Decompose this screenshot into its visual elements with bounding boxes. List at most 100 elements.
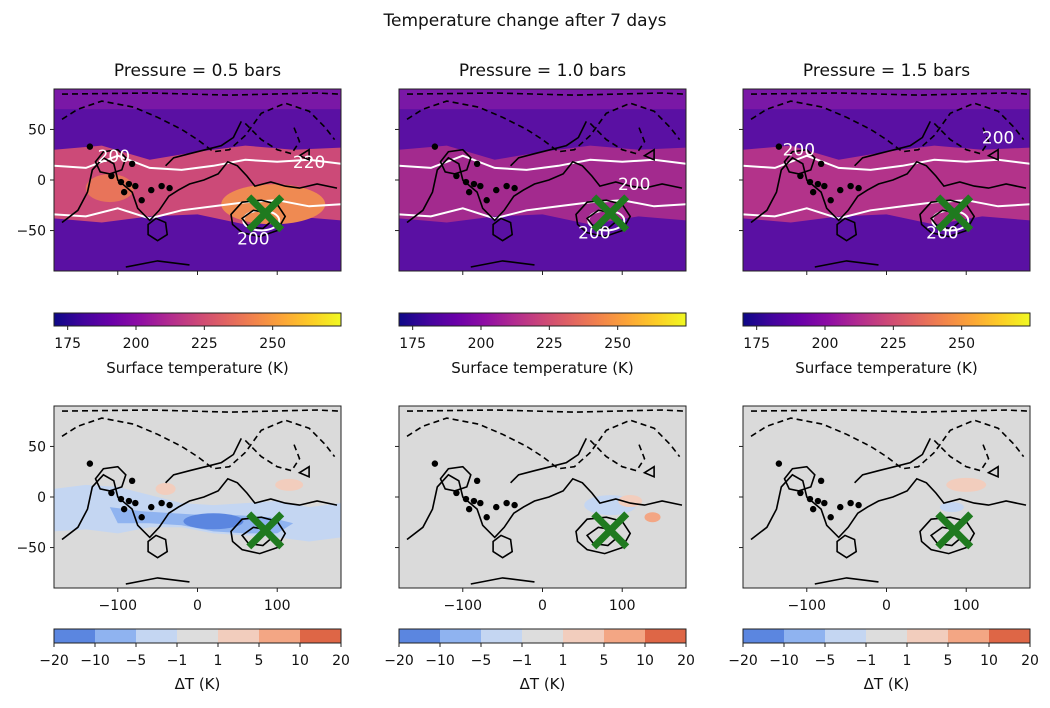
topography-contour-7 [61, 92, 340, 96]
figure-title: Temperature change after 7 days [382, 11, 666, 31]
colorbar-tick-label: 225 [191, 336, 218, 352]
x-tick-label: 0 [882, 598, 891, 614]
volcano-marker-1 [797, 489, 804, 497]
delta-field [399, 406, 686, 588]
site-marker-stroke-b [935, 194, 974, 233]
topography-contour-2 [836, 534, 858, 559]
colorbar-tick-label: −10 [425, 653, 455, 669]
colorbar-tick-label: 250 [948, 336, 975, 352]
x-tick-label: −100 [444, 598, 482, 614]
colorbar-tick-label: −1 [512, 653, 533, 669]
map-field [743, 406, 1030, 588]
panel-title: Pressure = 1.0 bars [459, 61, 626, 81]
topography-contour-5 [406, 100, 681, 153]
volcano-marker-4 [125, 497, 133, 505]
delta-colorbar-2: −20 −10 −5 −1 1 5 10 20 ΔT (K) [384, 628, 695, 693]
volcano-marker-5 [483, 197, 490, 204]
cooling-region-strong [183, 513, 244, 530]
topography-contour-2 [492, 534, 514, 559]
topography-contour-7 [406, 92, 685, 96]
volcano-marker-9 [847, 182, 854, 190]
volcano-marker-1 [453, 172, 460, 180]
volcano-marker-2 [462, 495, 470, 503]
colorbar-tick-label: 20 [677, 653, 695, 669]
y-tick-label: 0 [37, 173, 46, 189]
colorbar-tick-label: 1 [214, 653, 223, 669]
colorbar-frame [53, 628, 342, 644]
delta-field [743, 406, 1030, 588]
volcano-marker-10 [166, 184, 173, 192]
volcano-marker-3 [120, 188, 128, 196]
isotherm-label-2: 200 [237, 230, 269, 250]
colorbar-segment-6 [300, 629, 342, 643]
volcano-marker-9 [847, 499, 854, 507]
y-tick-label: −50 [16, 224, 46, 240]
topography-contour-0 [750, 473, 1027, 541]
colorbar-segment-3 [866, 629, 908, 643]
y-tick-label: −50 [16, 541, 46, 557]
colorbar-label: Surface temperature (K) [106, 359, 289, 377]
colorbar-tick-label: 250 [604, 336, 631, 352]
colorbar-tick-label: −5 [126, 653, 147, 669]
topography-contour-2 [836, 217, 858, 242]
topography-contour-5 [61, 100, 336, 153]
x-tick-label: 0 [193, 598, 202, 614]
colorbar-segment-4 [563, 629, 605, 643]
colorbar-tick-label: 20 [1021, 653, 1039, 669]
volcano-marker-0 [431, 143, 439, 150]
topography-contour-5 [750, 100, 1025, 153]
isotherm-north [399, 154, 686, 171]
colorbar-frame [742, 628, 1031, 644]
colorbar-segment-1 [784, 629, 826, 643]
topography-contour-7 [406, 409, 685, 413]
topography-contour-6 [933, 122, 990, 155]
topography-contour-8 [854, 121, 932, 167]
colorbar-segment-3 [177, 629, 219, 643]
topography-contour-8 [165, 438, 243, 484]
x-tick-label: −100 [99, 598, 137, 614]
volcano-marker-6 [477, 182, 484, 190]
colorbar-segment-1 [440, 629, 482, 643]
colorbar-tick-label: −5 [471, 653, 492, 669]
volcano-marker-3 [465, 505, 473, 513]
site-marker-stroke-b [246, 194, 285, 233]
topography-contour-1 [439, 148, 472, 175]
volcano-marker-6 [132, 182, 139, 190]
colorbar-tick-label: 10 [291, 653, 309, 669]
volcano-marker-10 [511, 184, 518, 192]
volcano-marker-4 [125, 180, 133, 188]
topography-contour-6 [244, 122, 301, 155]
topography-contour-1 [783, 465, 816, 492]
volcano-marker-7 [148, 503, 155, 511]
volcano-marker-2 [806, 495, 814, 503]
x-tick-label: 100 [953, 598, 980, 614]
map-panel-5: −100 0 100 [395, 405, 687, 614]
colorbar-segment-3 [522, 629, 564, 643]
isotherm-label-1: 200 [578, 224, 610, 244]
colorbar-tick-label: 225 [880, 336, 907, 352]
topography-contour-5 [61, 417, 336, 470]
topography-contour-6 [933, 439, 990, 472]
volcano-marker-6 [821, 499, 828, 507]
isotherm-label-1: 200 [783, 141, 815, 161]
volcano-marker-3 [120, 505, 128, 513]
topography-contour-8 [854, 438, 932, 484]
volcano-marker-5 [138, 197, 145, 204]
volcano-marker-3 [809, 505, 817, 513]
colorbar-label: ΔT (K) [864, 675, 910, 693]
volcano-marker-10 [855, 184, 862, 192]
x-tick-label: −100 [788, 598, 826, 614]
volcano-marker-5 [827, 197, 834, 204]
volcano-marker-5 [138, 514, 145, 521]
topography-contour-10 [642, 465, 655, 479]
volcano-marker-0 [86, 460, 94, 467]
isotherm-label-0: 200 [618, 175, 650, 195]
isotherm-label-1: 220 [293, 153, 325, 173]
volcano-marker-8 [817, 477, 825, 485]
colorbar-tick-label: −1 [856, 653, 877, 669]
map-panel-4: 50 0 −50 −100 0 100 [16, 405, 342, 614]
colorbar-tick-label: 250 [259, 336, 286, 352]
panel-title: Pressure = 1.5 bars [803, 61, 970, 81]
topography-contour-0 [750, 156, 1027, 224]
